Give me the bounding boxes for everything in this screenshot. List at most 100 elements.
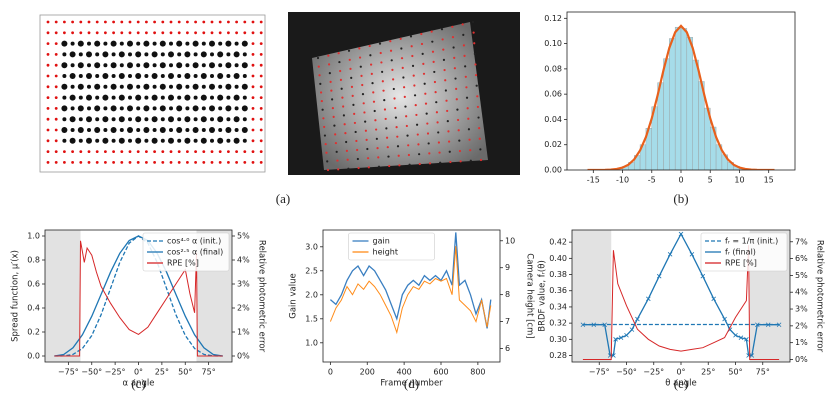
photo-dot: [422, 72, 426, 75]
pattern-dot: [87, 20, 91, 24]
pattern-dot: [95, 150, 99, 154]
pattern-dot: [259, 117, 263, 121]
legend-label: RPE [%]: [167, 259, 199, 268]
pattern-dot: [111, 95, 116, 100]
pattern-dot: [95, 95, 100, 100]
photo-dot: [465, 96, 469, 99]
pattern-dot: [111, 117, 116, 122]
photo-dot: [361, 93, 365, 96]
pattern-dot: [63, 161, 66, 164]
photo-dot: [377, 156, 380, 159]
y2-tick-label: 6%: [795, 254, 808, 263]
pattern-dot: [46, 117, 50, 121]
series-line: [329, 232, 492, 329]
pattern-dot: [128, 74, 132, 78]
photo-dot: [334, 133, 337, 136]
photo-dot: [339, 78, 343, 81]
photo-dot: [323, 125, 326, 129]
legend-box: [700, 232, 788, 272]
x-tick-label: 25°: [155, 368, 169, 377]
photo-dot: [369, 54, 372, 57]
photo-dot: [328, 71, 331, 75]
y-tick-label: 0.2: [27, 328, 40, 337]
photo-dot: [474, 73, 478, 77]
pattern-dot: [234, 128, 239, 132]
photo-dot: [443, 68, 446, 72]
pattern-dot: [54, 63, 58, 67]
pattern-dot: [259, 31, 263, 35]
pattern-dot: [251, 117, 255, 121]
x-tick-label: −25°: [643, 368, 664, 377]
photo-dot: [320, 99, 323, 103]
y-tick-label: 0.34: [549, 302, 567, 311]
photo-dot: [446, 109, 449, 113]
pattern-dot: [176, 105, 183, 112]
photo-dot: [335, 150, 338, 153]
pattern-dot: [241, 105, 248, 112]
photo-dot: [327, 54, 330, 57]
pattern-dot: [201, 63, 206, 68]
photo-dot: [372, 100, 376, 103]
photo-dot: [319, 82, 322, 85]
pattern-dot: [87, 161, 91, 164]
x-tick-label: 50°: [178, 368, 192, 377]
pattern-dot: [104, 20, 107, 24]
y2-tick-label: 0%: [795, 355, 808, 364]
y-axis-label: Gain value: [289, 273, 299, 318]
pattern-dot: [120, 150, 124, 154]
pattern-dot: [169, 20, 173, 24]
pattern-dot: [152, 63, 157, 68]
pattern-dot: [110, 62, 117, 69]
pattern-dot: [200, 116, 207, 123]
pattern-dot: [46, 128, 50, 132]
photo-dot: [454, 77, 457, 80]
marker: [755, 322, 760, 328]
pattern-dot: [79, 31, 83, 35]
pattern-dot: [152, 106, 157, 111]
pattern-dot: [54, 139, 58, 143]
pattern-dot: [127, 62, 133, 69]
photo-dot: [458, 149, 462, 153]
photo-dot: [389, 49, 393, 52]
pattern-dot: [102, 94, 109, 101]
x-tick-label: 10: [734, 176, 744, 185]
pattern-dot: [242, 117, 247, 122]
x-tick-label: 50°: [728, 368, 742, 377]
photo-dot: [318, 74, 321, 77]
photo-dot: [319, 91, 323, 94]
pattern-dot: [177, 138, 182, 143]
pattern-dot: [144, 138, 149, 143]
photo-dot: [346, 158, 349, 161]
photo-dot: [401, 66, 404, 69]
marker: [635, 316, 640, 322]
y-axis-label: Spread function, μ′(x): [11, 250, 21, 342]
pattern-dot: [87, 63, 91, 68]
pattern-dot: [225, 83, 232, 90]
pattern-dot: [110, 40, 117, 47]
pattern-dot: [70, 63, 75, 68]
y2-axis-label: Relative photometric error: [815, 240, 825, 353]
pattern-dot: [225, 40, 232, 47]
pattern-dot: [152, 84, 157, 89]
x-tick-label: 0: [328, 368, 333, 377]
photo-dot: [421, 52, 424, 55]
pattern-frame: [39, 14, 266, 173]
pattern-dot: [225, 105, 232, 112]
photo-dot: [448, 150, 451, 153]
pattern-dot: [69, 73, 76, 79]
pattern-dot: [119, 41, 124, 46]
photo-dot: [428, 162, 432, 165]
pattern-dot: [161, 161, 165, 164]
photo-dot: [334, 141, 338, 145]
photo-dot: [476, 105, 480, 109]
pattern-dot: [54, 85, 58, 89]
photo-dot: [351, 94, 354, 97]
pattern-dot: [143, 62, 150, 69]
y2-axis-label: Camera height [cm]: [525, 253, 535, 338]
photo-dot: [383, 98, 386, 102]
photo-dot: [350, 76, 353, 79]
photo-dot: [345, 149, 349, 153]
pattern-dot: [54, 150, 58, 154]
photo-dot: [418, 153, 421, 156]
pattern-dot: [217, 51, 224, 58]
